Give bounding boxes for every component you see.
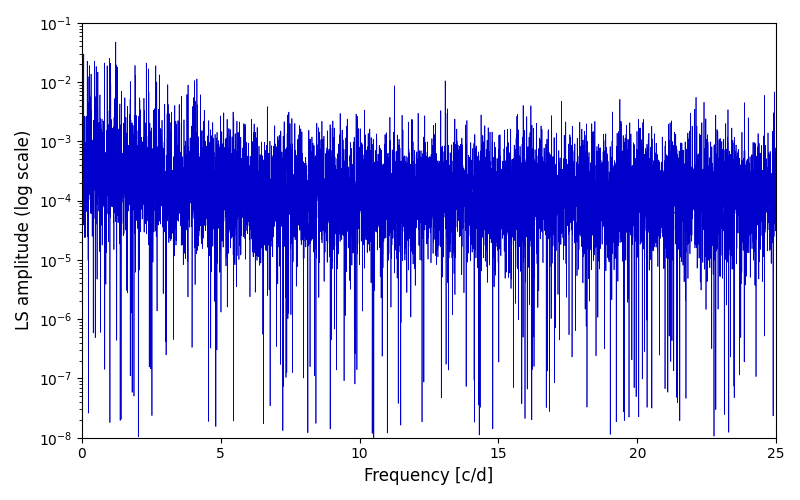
- X-axis label: Frequency [c/d]: Frequency [c/d]: [364, 467, 494, 485]
- Y-axis label: LS amplitude (log scale): LS amplitude (log scale): [15, 130, 33, 330]
